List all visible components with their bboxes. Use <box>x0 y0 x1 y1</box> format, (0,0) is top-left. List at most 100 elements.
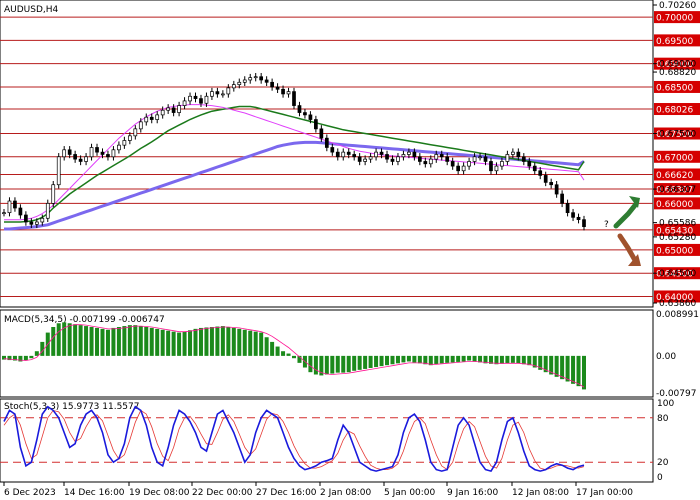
macd-bar <box>313 355 318 375</box>
candle-body <box>138 121 143 130</box>
macd-bar <box>84 326 89 356</box>
macd-bar <box>456 355 461 362</box>
macd-bar <box>193 328 198 356</box>
level-tag <box>654 183 700 196</box>
price-tick-label: 0.64500 <box>659 269 696 279</box>
level-label: 0.68026 <box>656 106 693 116</box>
level-tag <box>654 103 700 116</box>
candle-body <box>330 147 335 153</box>
candle-body <box>543 175 548 183</box>
macd-bar <box>483 355 488 364</box>
candle-body <box>500 161 504 167</box>
candle-body <box>78 158 83 162</box>
candle-body <box>319 128 324 139</box>
macd-bar <box>2 355 6 360</box>
level-tag <box>654 34 700 47</box>
candle-body <box>95 147 99 153</box>
level-label: 0.65430 <box>656 226 693 236</box>
level-label: 0.66000 <box>656 200 693 210</box>
candle-body <box>193 95 198 99</box>
stoch-tick-label: 0 <box>657 473 663 483</box>
ema-green-line <box>4 105 585 223</box>
candle-body <box>100 151 105 155</box>
candle-body <box>215 91 220 95</box>
stoch-label: Stoch(5,3,3) 15.9773 11.5577 <box>4 402 139 412</box>
macd-bar <box>532 355 537 368</box>
candle-body <box>346 151 351 155</box>
macd-bar <box>73 324 78 356</box>
macd-bar <box>417 355 422 364</box>
macd-bar <box>554 355 559 377</box>
candle-body <box>84 156 88 162</box>
macd-bar <box>78 325 83 356</box>
macd-bar <box>379 355 384 367</box>
macd-bar <box>166 330 171 356</box>
candle-body <box>89 147 94 158</box>
candle-body <box>516 151 521 158</box>
macd-bar <box>292 355 296 359</box>
macd-bar <box>89 326 94 356</box>
candle-body <box>242 79 247 83</box>
macd-bar <box>341 355 346 373</box>
candle-body <box>297 105 302 113</box>
candle-body <box>324 137 329 148</box>
candle-body <box>483 156 488 162</box>
candle-body <box>494 165 499 172</box>
macd-bar <box>116 326 121 356</box>
level-tag <box>654 267 700 280</box>
candle-body <box>270 81 274 88</box>
macd-bar <box>23 355 28 361</box>
candle-body <box>576 216 581 221</box>
stoch-tick-label: 100 <box>657 399 674 409</box>
macd-bar <box>505 355 510 364</box>
macd-bar <box>138 326 143 356</box>
candle-body <box>13 200 17 209</box>
stoch-tick-label: 80 <box>657 414 669 424</box>
candle-body <box>368 156 373 160</box>
arrow-down-icon <box>617 233 639 265</box>
stoch-main-line <box>3 405 585 473</box>
candle-body <box>51 184 56 204</box>
candle-body <box>527 161 532 167</box>
macd-bar <box>12 355 17 361</box>
macd-bar <box>406 355 411 362</box>
candle-body <box>363 158 367 162</box>
macd-bar <box>100 328 105 356</box>
candle-body <box>434 154 439 160</box>
candle-body <box>428 158 433 165</box>
macd-bar <box>335 355 340 373</box>
candle-body <box>117 144 121 151</box>
level-tag <box>654 290 700 303</box>
macd-bar <box>204 327 209 356</box>
level-tag <box>654 57 700 70</box>
candle-body <box>221 93 225 96</box>
price-panel: AUDUSD,H4 <box>0 0 654 308</box>
macd-bar <box>144 326 149 356</box>
macd-bar <box>281 351 286 356</box>
candle-body <box>401 154 406 158</box>
macd-bar <box>18 355 23 362</box>
macd-bar <box>374 355 379 368</box>
price-tick-label: 0.65586 <box>659 219 696 229</box>
macd-bar <box>51 326 56 356</box>
candle-body <box>111 149 116 158</box>
macd-bar <box>401 355 406 363</box>
macd-bar <box>297 355 302 363</box>
candle-body <box>231 84 236 89</box>
question-mark-icon: ? <box>604 220 609 230</box>
macd-bar <box>105 329 110 356</box>
macd-bar <box>215 326 220 356</box>
macd-bar <box>445 355 450 363</box>
candle-body <box>560 193 564 204</box>
price-tick-label: 0.70260 <box>659 1 696 11</box>
candle-body <box>450 161 455 167</box>
time-tick-label: 9 Jan 16:00 <box>447 488 499 498</box>
candle-body <box>461 165 466 172</box>
macd-bar <box>226 326 231 356</box>
macd-bar <box>171 331 176 356</box>
levels-layer: 0.70000 0.69500 0.69000 0.68500 0.68026 0.675… <box>0 11 700 303</box>
level-tag <box>654 223 700 236</box>
macd-bar <box>330 355 335 374</box>
price-tick-label: 0.67500 <box>659 130 696 140</box>
